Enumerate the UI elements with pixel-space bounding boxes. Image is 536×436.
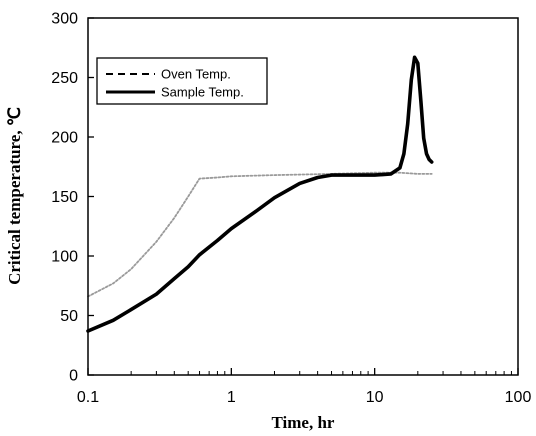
x-tick-label: 10 [366,389,384,406]
y-tick-label: 150 [51,189,78,206]
x-tick-label: 1 [227,389,236,406]
x-tick-label: 0.1 [77,389,99,406]
x-tick-label: 100 [505,389,532,406]
legend-label-sample: Sample Temp. [161,85,244,100]
axes-layer: 0 50 100 150 200 250 300 0.1 1 10 100 [51,11,531,407]
x-axis-title: Time, hr [272,413,335,432]
series-line-sample [86,55,434,333]
curves-layer [86,55,434,333]
y-tick-label: 250 [51,70,78,87]
series-line-oven [87,171,433,298]
legend: Oven Temp. Sample Temp. [96,57,268,105]
legend-label-oven: Oven Temp. [161,67,231,82]
y-tick-label: 300 [51,11,78,28]
y-tick-label: 50 [60,308,78,325]
y-tick-label: 0 [69,368,78,385]
y-tick-label: 200 [51,130,78,147]
legend-box [96,57,268,105]
y-axis-title: Critical temperature, ℃ [5,107,24,285]
y-tick-label: 100 [51,249,78,266]
